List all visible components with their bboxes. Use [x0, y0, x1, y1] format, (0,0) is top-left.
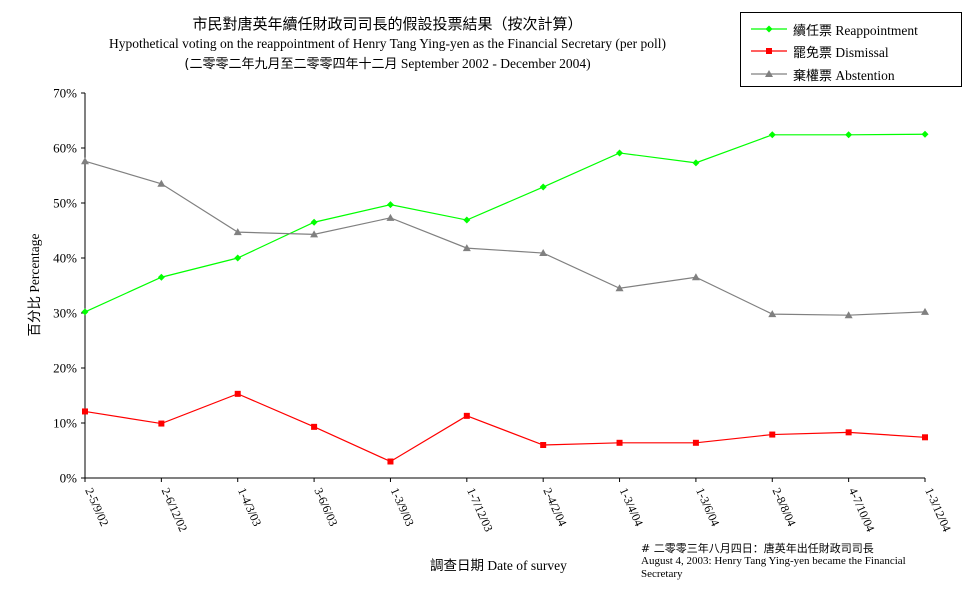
y-tick-label: 20%	[53, 361, 77, 376]
chart-period-en: September 2002 - December 2004)	[400, 56, 591, 71]
series-line-reappointment	[84, 133, 926, 313]
x-tick-label: 4-7/10/04	[846, 486, 878, 534]
data-point-dismissal	[158, 420, 165, 427]
series-line-abstention	[84, 160, 926, 316]
data-point-reappointment	[768, 131, 776, 139]
y-tick-label: 30%	[53, 306, 77, 321]
data-point-abstention	[539, 249, 548, 257]
data-point-reappointment	[921, 130, 929, 138]
x-tick-label: 2-4/2/04	[540, 486, 569, 529]
data-point-reappointment	[310, 218, 318, 226]
chart-title-zh: 市民對唐英年續任財政司司長的假設投票結果（按次計算）	[192, 15, 583, 33]
y-tick-label: 40%	[53, 251, 77, 266]
legend-label-abstention: 棄權票 Abstention	[793, 67, 895, 84]
data-point-abstention	[462, 244, 471, 252]
data-point-dismissal	[311, 423, 318, 430]
data-point-dismissal	[234, 390, 241, 397]
legend-swatch-dismissal	[751, 48, 787, 54]
data-point-reappointment	[81, 308, 89, 316]
y-tick-label: 50%	[53, 196, 77, 211]
data-point-abstention	[157, 179, 166, 187]
data-point-dismissal	[922, 434, 928, 441]
series-line-dismissal	[84, 393, 926, 463]
data-point-dismissal	[540, 442, 547, 448]
data-point-abstention	[233, 228, 242, 236]
data-point-abstention	[844, 311, 853, 319]
x-tick-label: 1-3/12/04	[922, 486, 954, 534]
legend-swatch-abstention	[751, 70, 787, 77]
data-point-abstention	[386, 213, 395, 221]
x-tick-label: 1-3/9/03	[388, 486, 417, 529]
x-tick-label: 2-6/12/02	[159, 486, 191, 534]
footnote-en: August 4, 2003: Henry Tang Ying-yen beca…	[641, 555, 906, 580]
x-tick-label: 2-5/9/02	[82, 486, 111, 529]
data-point-reappointment	[463, 216, 471, 224]
legend-item-dismissal: 罷免票 Dismissal	[749, 41, 889, 61]
x-tick-label: 1-3/6/04	[693, 486, 722, 529]
y-tick-label: 10%	[53, 416, 77, 431]
legend-item-reappointment: 續任票 Reappointment	[749, 19, 918, 39]
chart-period-zh: (二零零二年九月至二零零四年十二月	[184, 57, 398, 72]
data-point-abstention	[691, 273, 700, 281]
data-point-reappointment	[616, 149, 624, 157]
data-point-abstention	[81, 157, 89, 165]
y-tick-label: 60%	[53, 141, 77, 156]
data-point-reappointment	[157, 273, 165, 281]
data-point-reappointment	[386, 201, 394, 209]
data-point-dismissal	[769, 431, 776, 438]
data-point-dismissal	[82, 408, 88, 415]
legend-swatch-reappointment	[751, 25, 787, 33]
chart-period: (二零零二年九月至二零零四年十二月 September 2002 - Decem…	[85, 54, 690, 75]
y-tick-label: 70%	[53, 86, 77, 101]
y-axis-label: 百分比 Percentage	[27, 233, 42, 337]
x-tick-label: 2-8/8/04	[770, 486, 799, 529]
data-point-reappointment	[234, 254, 242, 262]
legend-label-dismissal: 罷免票 Dismissal	[793, 44, 889, 61]
chart-title-en: Hypothetical voting on the reappointment…	[109, 36, 666, 51]
data-point-abstention	[921, 307, 929, 315]
data-point-dismissal	[845, 429, 852, 436]
x-tick-label: 1-3/4/04	[617, 486, 646, 529]
x-tick-label: 3-6/6/03	[311, 486, 340, 529]
chart-legend: 續任票 Reappointment 罷免票 Dismissal 棄權票 Abst…	[740, 12, 962, 87]
legend-item-abstention: 棄權票 Abstention	[749, 64, 895, 84]
data-point-abstention	[615, 284, 624, 292]
x-tick-label: 1-7/12/03	[464, 486, 496, 534]
data-point-reappointment	[692, 159, 700, 167]
data-point-reappointment	[539, 183, 547, 191]
x-axis-label: 調查日期 Date of survey	[430, 558, 567, 573]
footnote: # 二零零三年八月四日：唐英年出任財政司司長 August 4, 2003: H…	[641, 542, 941, 581]
data-point-dismissal	[616, 439, 623, 446]
chart-title-block: 市民對唐英年續任財政司司長的假設投票結果（按次計算） Hypothetical …	[85, 14, 690, 75]
data-point-abstention	[310, 230, 319, 238]
y-tick-label: 0%	[60, 471, 78, 486]
legend-label-reappointment: 續任票 Reappointment	[793, 22, 918, 39]
data-point-dismissal	[692, 439, 699, 446]
data-point-reappointment	[845, 131, 853, 139]
x-tick-label: 1-4/3/03	[235, 486, 264, 529]
data-point-abstention	[768, 310, 777, 318]
data-point-dismissal	[463, 412, 470, 419]
data-point-dismissal	[387, 458, 394, 465]
footnote-zh: # 二零零三年八月四日：唐英年出任財政司司長	[641, 542, 874, 555]
